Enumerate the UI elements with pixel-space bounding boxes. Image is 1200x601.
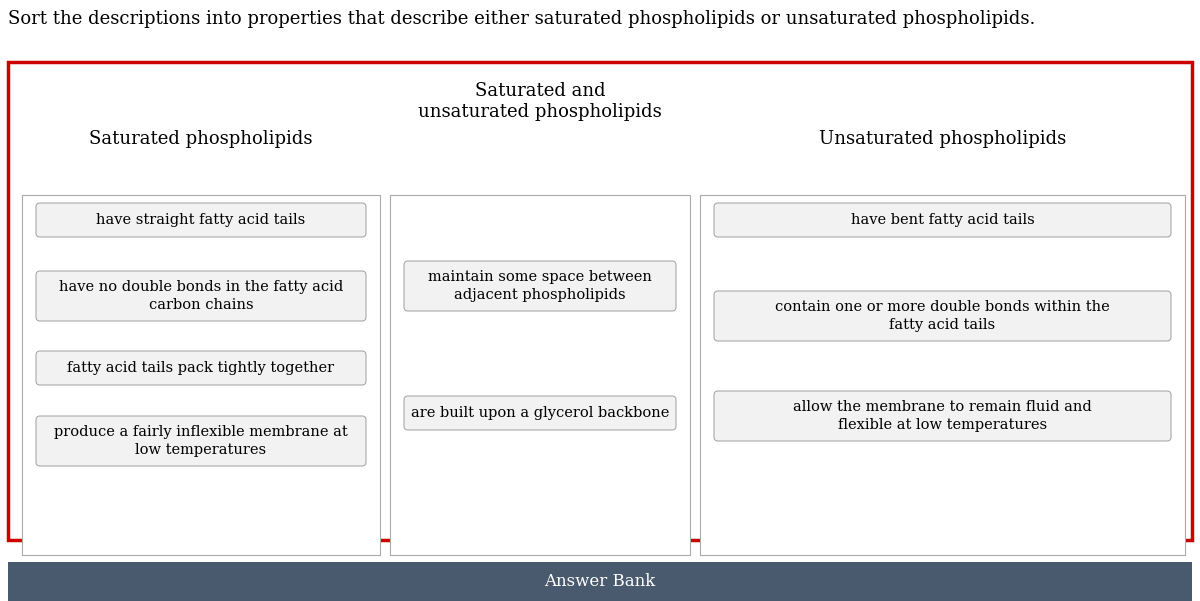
FancyBboxPatch shape bbox=[36, 203, 366, 237]
FancyBboxPatch shape bbox=[404, 396, 676, 430]
Text: contain one or more double bonds within the
fatty acid tails: contain one or more double bonds within … bbox=[775, 300, 1110, 332]
Text: Saturated phospholipids: Saturated phospholipids bbox=[89, 130, 313, 148]
FancyBboxPatch shape bbox=[8, 562, 1192, 601]
FancyBboxPatch shape bbox=[8, 62, 1192, 540]
Text: have bent fatty acid tails: have bent fatty acid tails bbox=[851, 213, 1034, 227]
Text: Sort the descriptions into properties that describe either saturated phospholipi: Sort the descriptions into properties th… bbox=[8, 10, 1036, 28]
Text: allow the membrane to remain fluid and
flexible at low temperatures: allow the membrane to remain fluid and f… bbox=[793, 400, 1092, 432]
Text: produce a fairly inflexible membrane at
low temperatures: produce a fairly inflexible membrane at … bbox=[54, 425, 348, 457]
FancyBboxPatch shape bbox=[404, 261, 676, 311]
FancyBboxPatch shape bbox=[22, 195, 380, 555]
Text: are built upon a glycerol backbone: are built upon a glycerol backbone bbox=[410, 406, 670, 420]
Text: Saturated and: Saturated and bbox=[475, 82, 605, 100]
Text: fatty acid tails pack tightly together: fatty acid tails pack tightly together bbox=[67, 361, 335, 375]
FancyBboxPatch shape bbox=[390, 195, 690, 555]
FancyBboxPatch shape bbox=[36, 351, 366, 385]
FancyBboxPatch shape bbox=[36, 271, 366, 321]
FancyBboxPatch shape bbox=[36, 416, 366, 466]
FancyBboxPatch shape bbox=[700, 195, 1186, 555]
Text: Answer Bank: Answer Bank bbox=[545, 573, 655, 590]
FancyBboxPatch shape bbox=[714, 391, 1171, 441]
Text: have straight fatty acid tails: have straight fatty acid tails bbox=[96, 213, 306, 227]
Text: maintain some space between
adjacent phospholipids: maintain some space between adjacent pho… bbox=[428, 270, 652, 302]
FancyBboxPatch shape bbox=[714, 291, 1171, 341]
Text: unsaturated phospholipids: unsaturated phospholipids bbox=[418, 103, 662, 121]
FancyBboxPatch shape bbox=[714, 203, 1171, 237]
Text: have no double bonds in the fatty acid
carbon chains: have no double bonds in the fatty acid c… bbox=[59, 280, 343, 312]
Text: Unsaturated phospholipids: Unsaturated phospholipids bbox=[818, 130, 1066, 148]
